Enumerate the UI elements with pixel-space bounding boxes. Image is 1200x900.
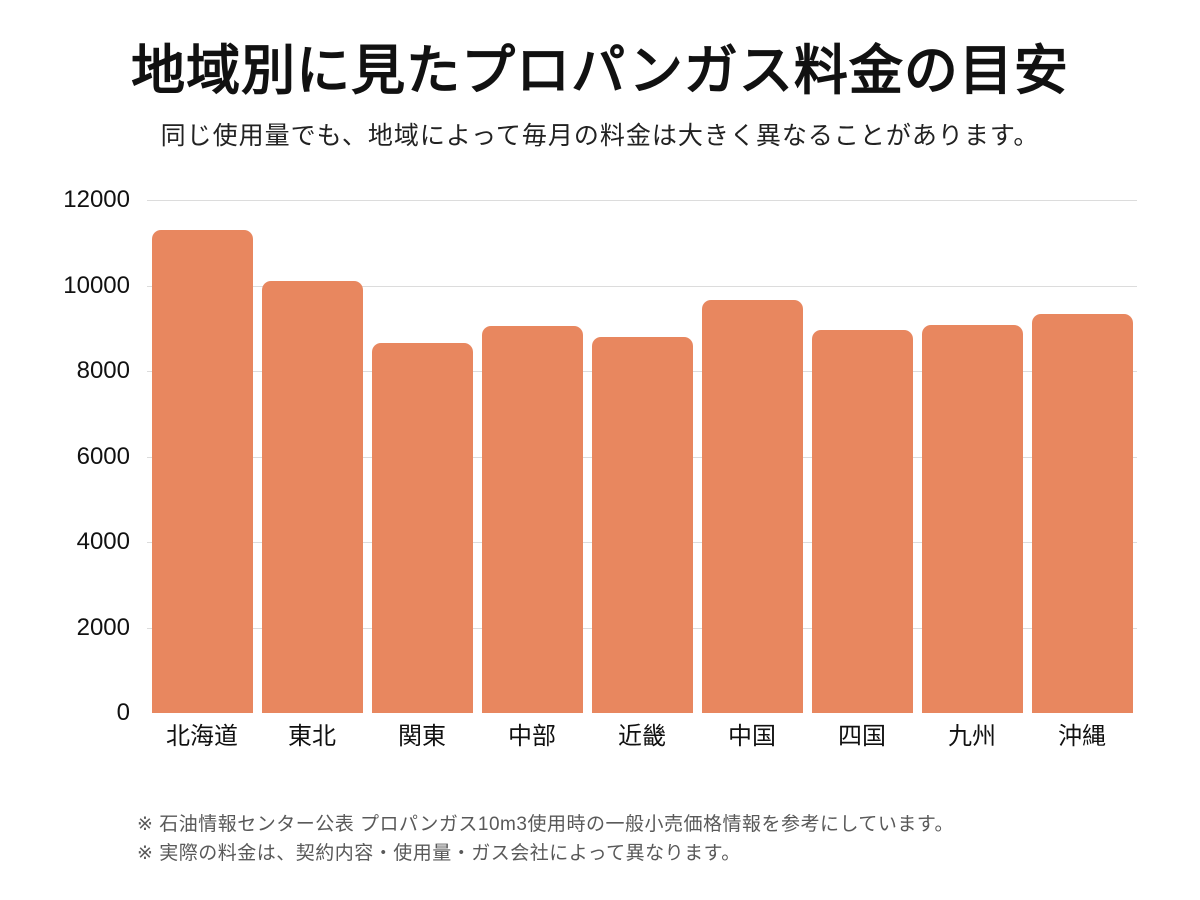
footnote-line: ※ 実際の料金は、契約内容・使用量・ガス会社によって異なります。: [137, 843, 741, 864]
gridline-10000: [147, 285, 1137, 287]
x-tick-label-九州: 九州: [948, 723, 996, 750]
bar-slot: [257, 200, 367, 713]
bar-chart-plot-area: [147, 200, 1137, 713]
x-axis: 北海道 東北 関東 中部 近畿 中国 四国 九州 沖縄: [147, 722, 1137, 752]
x-tick-label-中国: 中国: [728, 723, 776, 750]
bar-slot: [147, 200, 257, 713]
bars-container: [147, 200, 1137, 713]
bar-中部: [481, 326, 583, 713]
y-tick-label-12000: 12000: [63, 186, 130, 213]
y-axis: 0 2000 4000 6000 8000 10000 12000: [30, 187, 130, 726]
x-tick-label-四国: 四国: [838, 723, 886, 750]
y-tick-label-8000: 8000: [76, 357, 130, 384]
x-tick-label-沖縄: 沖縄: [1058, 723, 1106, 750]
bar-関東: [371, 343, 473, 713]
bar-slot: [807, 200, 917, 713]
bar-slot: [477, 200, 587, 713]
bar-中国: [701, 300, 803, 713]
footnotes: ※ 石油情報センター公表 プロパンガス10m3使用時の一般小売価格情報を参考にし…: [137, 810, 1137, 868]
bar-九州: [921, 324, 1023, 713]
page-subtitle: 同じ使用量でも、地域によって毎月の料金は大きく異なることがあります。: [160, 122, 1040, 150]
bar-slot: [917, 200, 1027, 713]
x-tick-label-中部: 中部: [508, 723, 556, 750]
bar-北海道: [151, 229, 253, 713]
x-tick-label-関東: 関東: [398, 723, 446, 750]
y-tick-label-10000: 10000: [63, 271, 130, 299]
bar-沖縄: [1031, 313, 1133, 713]
bar-東北: [261, 281, 363, 713]
gridline-12000: [147, 200, 1137, 201]
bar-slot: [587, 200, 697, 713]
y-tick-label-4000: 4000: [76, 528, 130, 555]
y-tick-label-0: 0: [116, 699, 130, 726]
bar-slot: [367, 200, 477, 713]
bar-近畿: [591, 336, 693, 713]
y-tick-label-2000: 2000: [76, 613, 130, 641]
footnote-line: ※ 石油情報センター公表 プロパンガス10m3使用時の一般小売価格情報を参考にし…: [137, 814, 954, 835]
bar-四国: [811, 330, 913, 713]
x-tick-label-近畿: 近畿: [618, 723, 666, 750]
x-tick-label-北海道: 北海道: [166, 723, 238, 750]
bar-slot: [697, 200, 807, 713]
x-tick-label-東北: 東北: [288, 723, 336, 750]
page-title: 地域別に見たプロパンガス料金の目安: [131, 41, 1069, 101]
y-tick-label-6000: 6000: [76, 442, 130, 470]
bar-slot: [1027, 200, 1137, 713]
